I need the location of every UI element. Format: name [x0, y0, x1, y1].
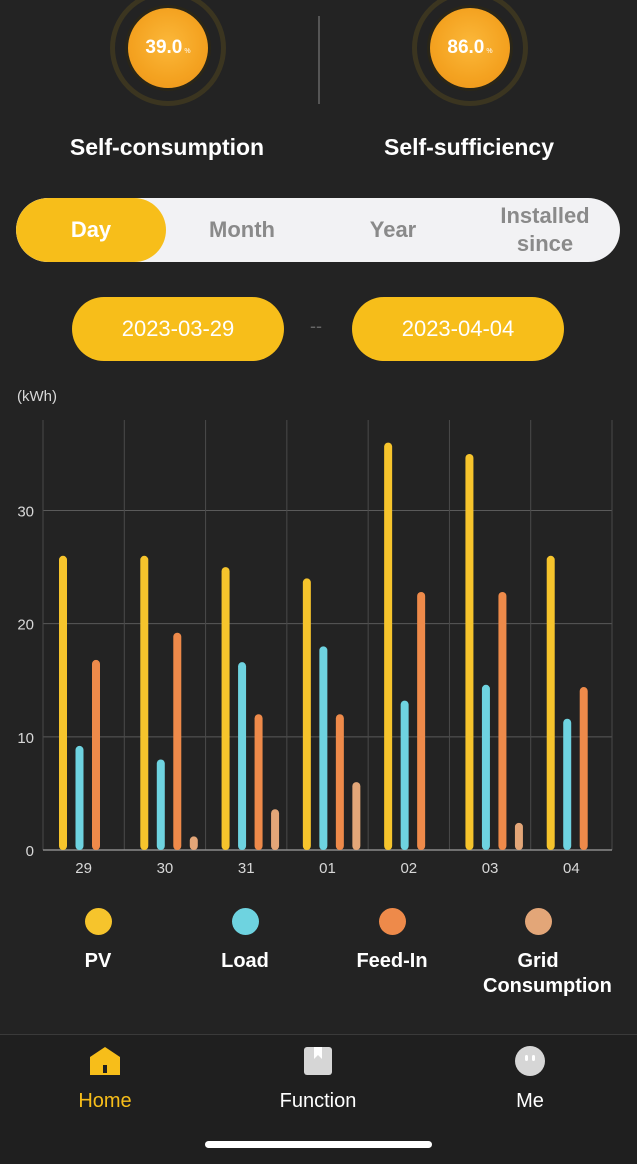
bar-grid-consumption-31 [271, 809, 280, 850]
bar-feed-in-04 [579, 687, 588, 850]
x-tick-label: 29 [75, 860, 92, 877]
self-sufficiency-unit: % [486, 47, 493, 55]
bar-load-31 [238, 662, 247, 850]
chart-y-unit: (kWh) [17, 388, 57, 405]
legend-feed-in: Feed-In [322, 908, 462, 974]
book-icon [304, 1047, 332, 1075]
tab-home[interactable]: Home [25, 1045, 185, 1113]
bar-feed-in-29 [92, 659, 100, 850]
bar-grid-consumption-30 [189, 836, 198, 850]
bar-feed-in-02 [417, 592, 426, 850]
self-sufficiency-label: Self-sufficiency [384, 134, 554, 160]
self-consumption-label: Self-consumption [69, 134, 265, 160]
x-tick-label: 01 [319, 860, 336, 877]
legend-grid-consumption-label: Grid Consumption [483, 950, 612, 997]
legend-grid-consumption: Grid Consumption [468, 908, 612, 999]
x-tick-label: 30 [157, 860, 174, 877]
x-tick-label: 04 [563, 860, 580, 877]
legend-load: Load [175, 908, 315, 974]
bottom-tab-bar: Home Function Me [0, 1034, 637, 1164]
bar-feed-in-01 [335, 714, 344, 850]
tab-function-label: Function [279, 1090, 357, 1112]
tab-installed-since[interactable]: Installed since [500, 203, 590, 256]
home-indicator [205, 1141, 432, 1148]
tab-home-label: Home [78, 1090, 132, 1112]
y-tick-label: 10 [17, 730, 34, 747]
legend-pv: PV [28, 908, 168, 974]
period-segmented-control: Day Month Year Installed since [16, 198, 620, 262]
legend-feed-in-label: Feed-In [356, 950, 428, 972]
tab-me[interactable]: Me [450, 1045, 610, 1113]
y-tick-label: 20 [17, 617, 34, 634]
bar-feed-in-30 [173, 632, 182, 850]
gauge-ring [110, 0, 226, 106]
bar-load-04 [563, 718, 572, 850]
tab-function[interactable]: Function [238, 1045, 398, 1113]
bar-pv-04 [546, 555, 555, 850]
start-date-button[interactable]: 2023-03-29 [72, 297, 284, 361]
end-date-button[interactable]: 2023-04-04 [352, 297, 564, 361]
bar-load-02 [400, 700, 409, 850]
bar-pv-03 [465, 453, 474, 850]
self-consumption-unit: % [184, 47, 191, 55]
y-tick-label: 30 [17, 504, 34, 521]
bar-pv-30 [140, 555, 149, 850]
tab-me-label: Me [516, 1090, 544, 1112]
bar-grid-consumption-01 [352, 782, 361, 850]
gauge-disc: 39.0 % [128, 8, 208, 88]
bar-grid-consumption-03 [514, 822, 523, 850]
bar-feed-in-31 [254, 714, 263, 850]
date-range-separator: -- [310, 316, 322, 336]
tab-year[interactable]: Year [369, 217, 417, 242]
x-tick-label: 02 [400, 860, 417, 877]
metrics-divider [318, 16, 320, 104]
tab-month[interactable]: Month [209, 217, 275, 242]
self-consumption-value: 39.0 [145, 37, 183, 58]
bar-feed-in-03 [498, 592, 507, 850]
legend-load-label: Load [221, 950, 269, 972]
energy-bar-chart: 0 10 20 30 29 30 31 01 02 03 04 [17, 420, 613, 877]
self-sufficiency-gauge: 86.0 % [412, 0, 528, 116]
gauge-disc: 86.0 % [430, 8, 510, 88]
legend-pv-label: PV [84, 950, 112, 972]
x-tick-label: 31 [238, 860, 255, 877]
bar-pv-02 [384, 442, 393, 850]
bar-pv-01 [302, 578, 311, 850]
bar-pv-31 [221, 567, 230, 850]
tab-day[interactable]: Day [16, 198, 166, 262]
bar-load-30 [156, 759, 165, 850]
y-tick-label: 0 [26, 843, 34, 860]
bar-pv-29 [59, 555, 67, 850]
bar-load-29 [75, 745, 84, 850]
self-consumption-gauge: 39.0 % [110, 0, 226, 116]
x-tick-label: 03 [482, 860, 499, 877]
legend-load-dot [231, 908, 259, 935]
legend-pv-dot [84, 908, 112, 935]
self-sufficiency-value: 86.0 [447, 37, 485, 58]
legend-feed-in-dot [378, 908, 406, 935]
home-icon [90, 1047, 120, 1075]
bar-load-01 [319, 646, 328, 850]
gauge-ring [412, 0, 528, 106]
bar-load-03 [481, 684, 490, 850]
face-icon [515, 1046, 545, 1076]
legend-grid-consumption-dot [524, 908, 552, 935]
